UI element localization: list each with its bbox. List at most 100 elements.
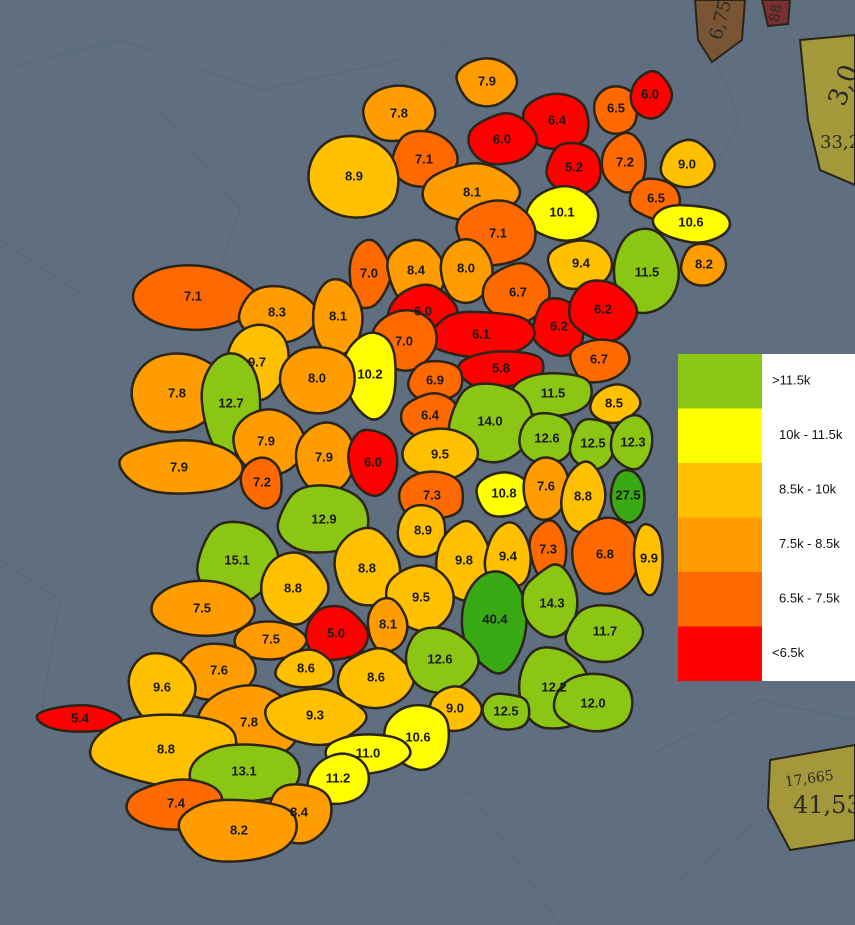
province-shape[interactable]	[609, 413, 654, 471]
province-value-label: 9.0	[678, 156, 696, 171]
province-value-label: 5.2	[565, 159, 583, 174]
foreign-label-4: 33,2	[820, 132, 855, 153]
province-value-label: 13.1	[231, 763, 256, 778]
province-value-label: 7.2	[253, 474, 271, 489]
province-value-label: 8.1	[329, 308, 347, 323]
province-shape[interactable]	[659, 138, 716, 189]
province-shape[interactable]	[609, 468, 646, 524]
foreign-province-north	[693, 0, 747, 64]
province-shape[interactable]	[564, 604, 645, 664]
province-value-label: 11.5	[635, 264, 660, 279]
province-value-label: 8.1	[463, 184, 481, 199]
province-shape[interactable]	[522, 456, 571, 521]
province-value-label: 7.5	[262, 631, 280, 646]
province-shape[interactable]	[524, 184, 600, 242]
province-value-label: 12.9	[311, 511, 336, 526]
province-value-label: 11.5	[541, 385, 566, 400]
province-value-label: 8.6	[297, 660, 315, 675]
legend: >11.5k 10k - 11.5k 8.5k - 10k 7.5k - 8.5k 6.…	[678, 354, 855, 681]
province-shape[interactable]	[304, 604, 370, 662]
province-value-label: 7.8	[168, 385, 186, 400]
province-shape[interactable]	[131, 264, 259, 332]
province-value-label: 8.8	[157, 741, 175, 756]
legend-swatch	[678, 354, 762, 409]
province-value-label: 7.5	[193, 600, 211, 615]
legend-swatch	[678, 626, 762, 681]
province-shape[interactable]	[150, 579, 256, 638]
province-value-label: 8.4	[290, 804, 309, 819]
province-value-label: 7.4	[167, 795, 186, 810]
province-value-label: 11.7	[593, 623, 618, 638]
province-shape[interactable]	[233, 620, 308, 661]
province-value-label: 9.5	[412, 589, 430, 604]
province-shape[interactable]	[467, 112, 538, 166]
province-value-label: 5.0	[327, 625, 345, 640]
province-shape[interactable]	[570, 516, 640, 596]
province-value-label: 7.0	[395, 333, 413, 348]
province-shape[interactable]	[552, 672, 634, 733]
province-shape[interactable]	[347, 428, 399, 498]
province-shape[interactable]	[259, 551, 330, 626]
province-value-label: 9.3	[306, 707, 324, 722]
province-shape[interactable]	[274, 648, 335, 689]
province-value-label: 12.7	[218, 395, 243, 410]
province-value-label: 8.4	[407, 262, 426, 277]
province-value-label: 8.6	[367, 669, 385, 684]
province-shape[interactable]	[651, 203, 732, 244]
province-shape[interactable]	[457, 350, 545, 389]
province-shape[interactable]	[612, 227, 680, 315]
province-value-label: 7.3	[423, 487, 441, 502]
legend-label: 6.5k - 7.5k	[779, 591, 840, 606]
province-shape[interactable]	[35, 703, 123, 733]
province-shape[interactable]	[460, 570, 528, 675]
legend-swatch	[678, 408, 762, 463]
province-value-label: 10.6	[678, 214, 703, 229]
province-shape[interactable]	[481, 692, 531, 731]
province-value-label: 12.3	[620, 434, 645, 449]
province-shape[interactable]	[455, 57, 519, 108]
province-layer: 7.9 7.8 6.4 6.5 6.0 6.0 7.1 8.9 5.2 7.2 9.0 8.1 10.1…	[35, 57, 732, 863]
legend-label: 7.5k - 8.5k	[779, 536, 840, 551]
province-shape[interactable]	[600, 131, 647, 194]
province-value-label: 6.8	[596, 546, 614, 561]
foreign-label-5: 17,665	[784, 768, 835, 791]
province-value-label: 7.8	[240, 714, 258, 729]
province-shape[interactable]	[118, 439, 244, 495]
province-value-label: 7.3	[539, 541, 557, 556]
province-shape[interactable]	[239, 456, 283, 510]
legend-swatch	[678, 572, 762, 627]
province-shape[interactable]	[521, 563, 579, 639]
province-shape[interactable]	[336, 647, 416, 710]
province-shape[interactable]	[439, 238, 494, 305]
province-shape[interactable]	[177, 798, 298, 863]
legend-label: >11.5k	[772, 373, 811, 388]
province-value-label: 7.1	[184, 288, 202, 303]
province-value-label: 11.2	[326, 770, 351, 785]
province-shape[interactable]	[348, 238, 392, 310]
province-value-label: 8.8	[574, 488, 592, 503]
province-value-label: 6.0	[641, 86, 659, 101]
province-shape[interactable]	[278, 345, 356, 415]
province-shape[interactable]	[629, 69, 674, 120]
province-shape[interactable]	[569, 338, 631, 384]
province-value-label: 15.1	[224, 552, 249, 567]
province-value-label: 5.4	[71, 710, 90, 725]
province-value-label: 7.2	[616, 154, 634, 169]
province-shape[interactable]	[276, 484, 370, 554]
province-shape[interactable]	[589, 383, 642, 425]
province-value-label: 8.2	[230, 822, 248, 837]
province-value-label: 6.4	[548, 112, 567, 127]
province-value-label: 7.9	[170, 459, 188, 474]
province-value-label: 8.9	[345, 168, 363, 183]
province-shape[interactable]	[264, 687, 368, 747]
province-shape[interactable]	[679, 242, 728, 287]
province-shape[interactable]	[632, 522, 664, 597]
province-shape[interactable]	[307, 134, 400, 219]
province-shape[interactable]	[396, 503, 447, 559]
province-value-label: 8.2	[695, 256, 713, 271]
province-value-label: 8.3	[268, 304, 286, 319]
province-value-label: 12.0	[580, 695, 605, 710]
province-value-label: 12.5	[580, 435, 605, 450]
province-value-label: 7.1	[489, 225, 507, 240]
province-value-label: 7.1	[415, 151, 433, 166]
